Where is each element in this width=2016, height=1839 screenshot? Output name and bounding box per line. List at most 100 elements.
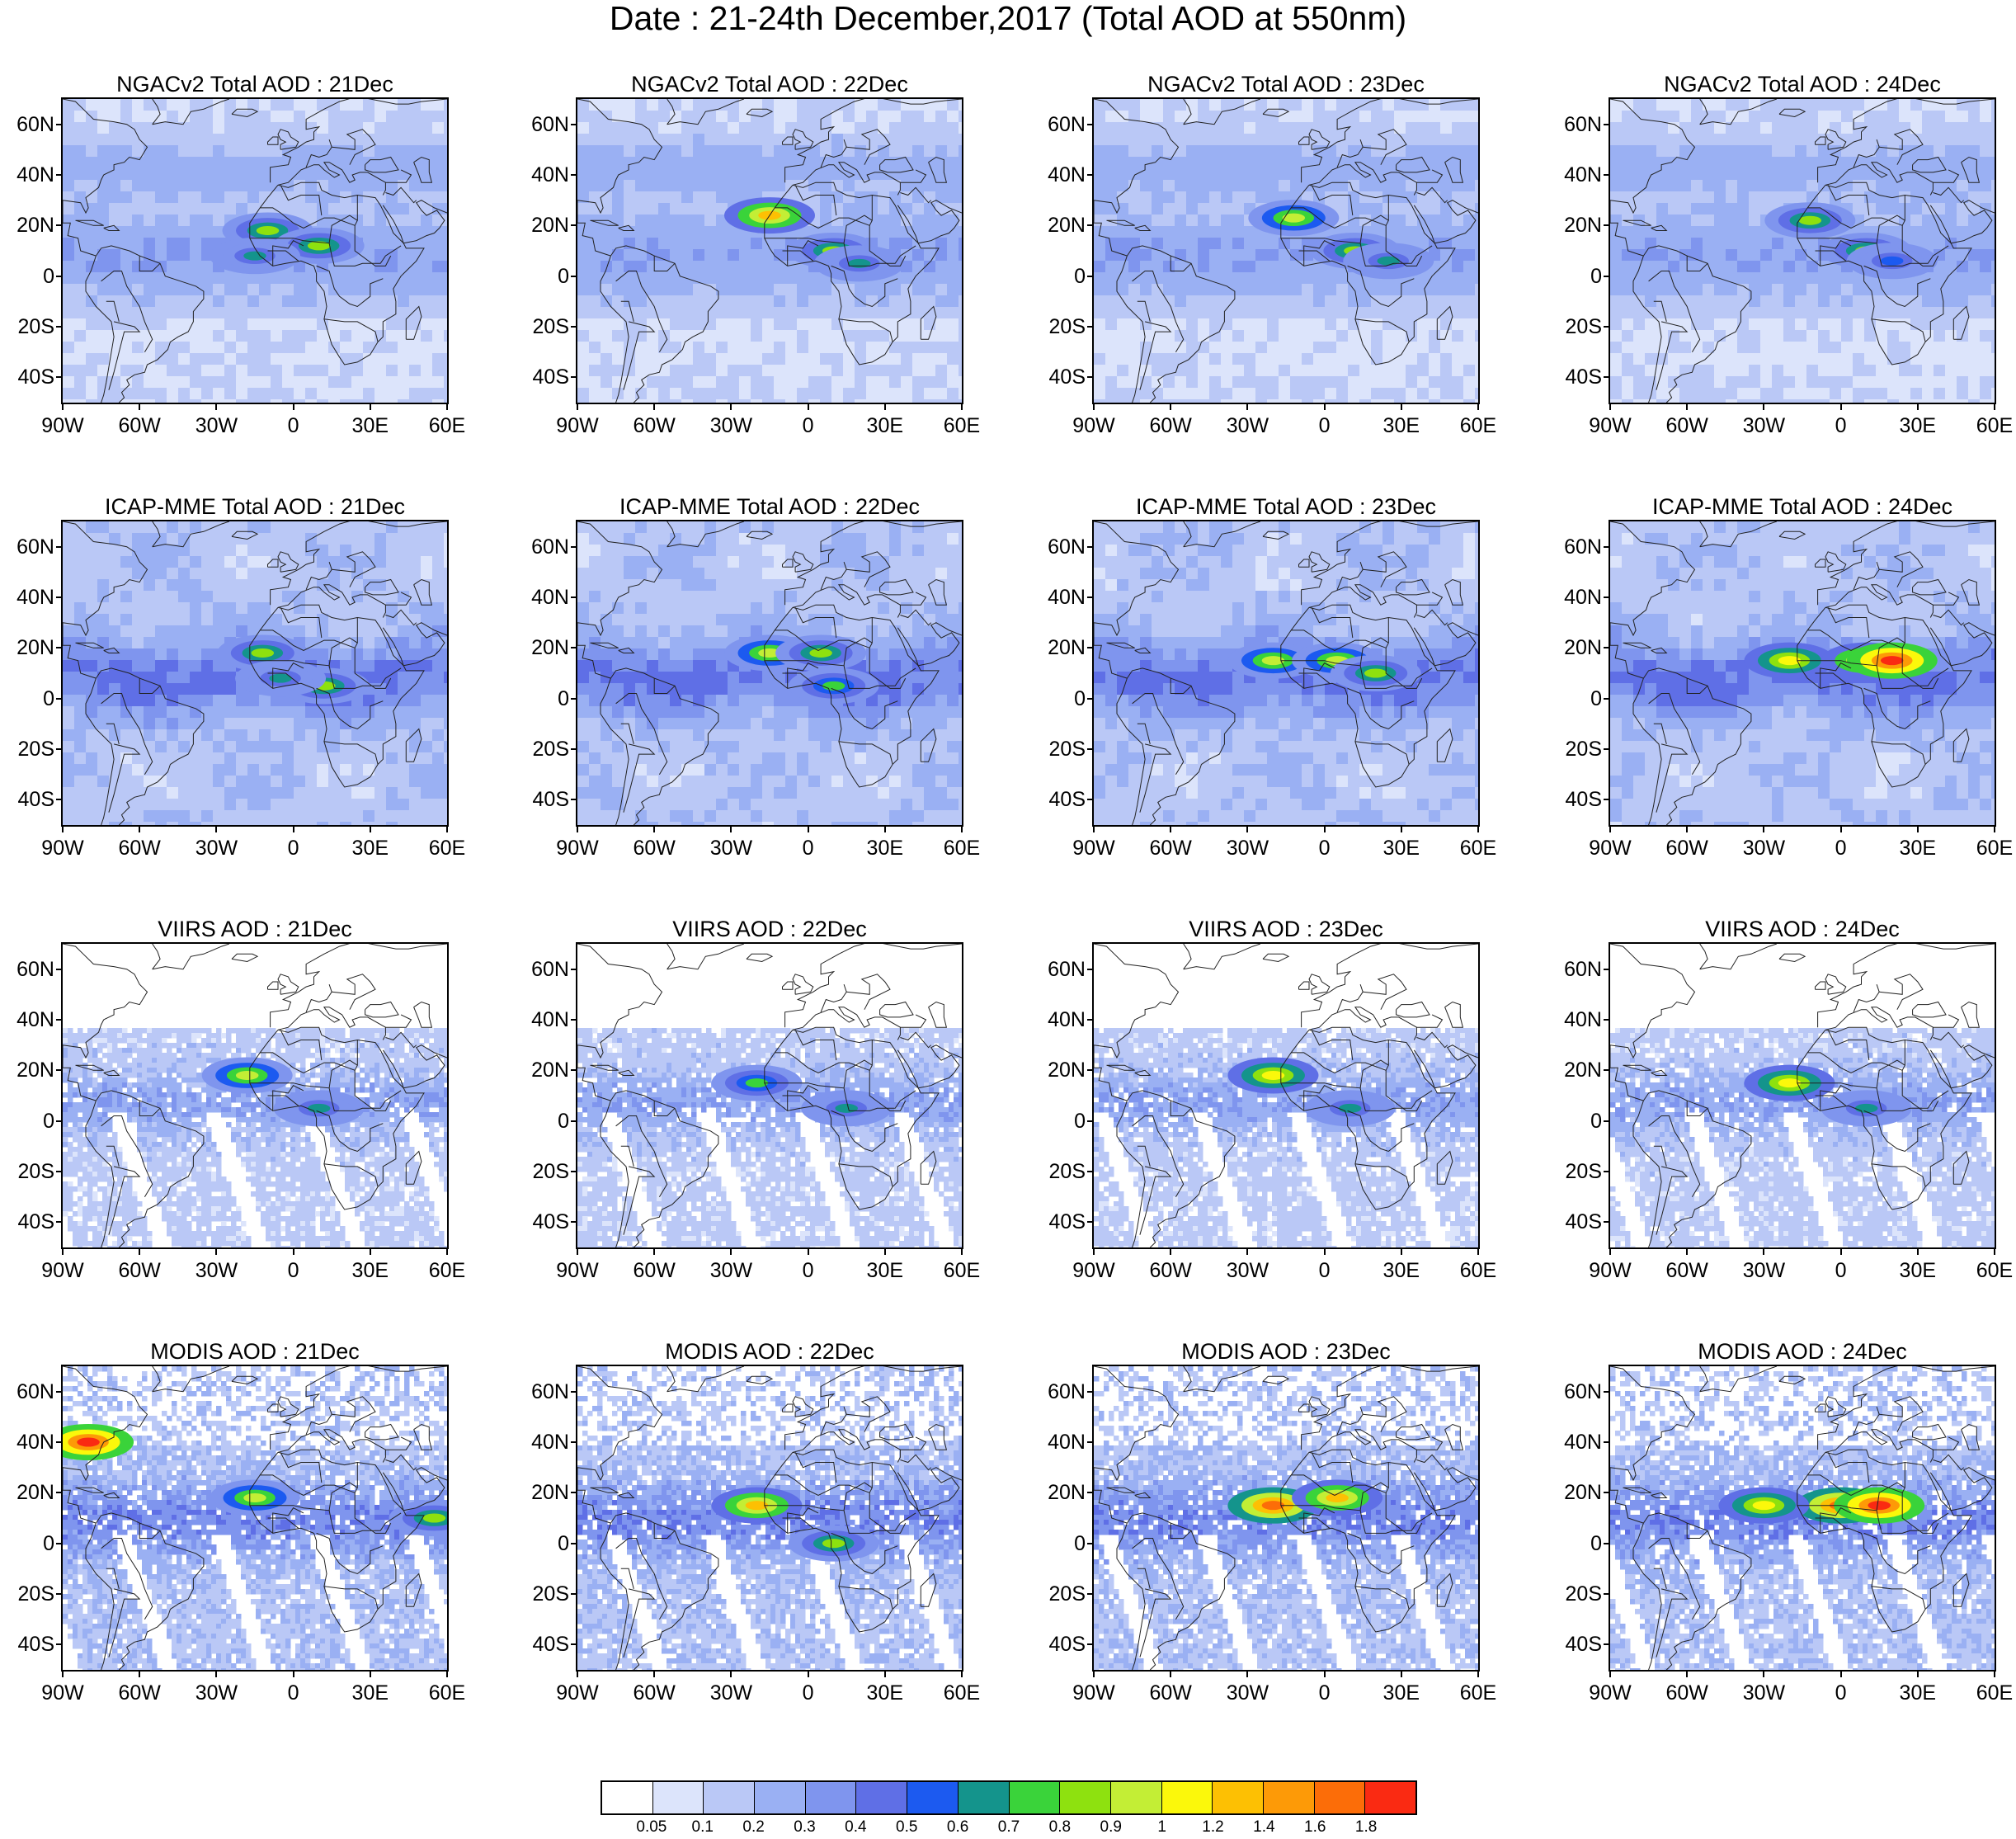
aod-field [1610,1366,1995,1670]
lat-tick [571,1120,576,1122]
lat-tick [56,1593,61,1595]
lon-tick [1994,1249,1995,1255]
panel-title: NGACv2 Total AOD : 21Dec [61,71,449,97]
colorbar-swatch [1314,1782,1366,1813]
lat-tick-label: 0 [1031,266,1086,287]
aod-hotspots [1718,1487,1925,1524]
lat-tick-label: 0 [1547,1533,1602,1554]
lon-tick-label: 60E [1962,1683,2016,1704]
lon-tick [62,1249,64,1255]
colorbar-label: 0.8 [1035,1818,1085,1837]
lat-tick-label: 40N [1547,165,1602,186]
lon-tick-label: 30W [1214,1261,1280,1281]
lat-tick-label: 40N [0,165,54,186]
lon-tick [1609,827,1611,832]
lat-tick [56,1390,61,1393]
map-plot [576,520,963,827]
lat-tick-label: 20S [1031,317,1086,337]
panel-title: NGACv2 Total AOD : 23Dec [1092,71,1480,97]
lat-tick-label: 60N [1547,114,1602,135]
lat-tick-label: 40S [1547,1634,1602,1655]
colorbar-boxes [601,1780,1417,1815]
aod-map [1094,99,1478,403]
aod-hotspot [758,648,781,658]
lat-tick [1604,1171,1609,1172]
lat-tick [56,1492,61,1494]
aod-field [1610,99,1995,403]
lat-tick [1087,275,1092,277]
lon-tick [292,404,294,410]
lon-tick-label: 30W [698,416,764,436]
lat-tick-label: 20S [1547,1584,1602,1605]
coastlines [1094,1366,1478,1670]
lon-tick-label: 90W [1061,1261,1127,1281]
lat-tick [571,1593,576,1595]
aod-field [577,521,962,825]
lat-tick [1604,275,1609,277]
aod-hotspots [63,1424,447,1536]
lat-tick [1087,799,1092,801]
lat-tick [571,376,576,379]
aod-hotspot [809,648,832,658]
aod-map [1094,1366,1478,1670]
lat-tick [571,123,576,125]
aod-map [63,1366,447,1670]
map-panel: MODIS AOD : 21Dec 60N 40N 20N 0 20S 40S 90W 60W 3… [0,1338,516,1755]
lon-tick-label: 60E [1962,838,2016,859]
map-panel: NGACv2 Total AOD : 22Dec 60N 40N 20N 0 20S 40S… [515,71,1030,488]
coastlines [1610,1366,1995,1670]
lon-tick [1477,1249,1479,1255]
figure-title: Date : 21-24th December,2017 (Total AOD … [0,0,2016,36]
lat-tick [1087,1593,1092,1595]
aod-map [63,521,447,825]
lat-tick [56,1019,61,1021]
aod-field [63,1366,447,1670]
map-panel: VIIRS AOD : 24Dec 60N 40N 20N 0 20S 40S 90W 60W 3… [1547,916,2016,1332]
lon-tick [1916,1672,1919,1677]
coastlines [1094,99,1478,403]
lon-tick-label: 90W [1061,838,1127,859]
lat-tick [571,1069,576,1072]
lat-tick [571,275,576,277]
lon-tick-label: 0 [261,838,327,859]
lat-tick-label: 40N [1547,1432,1602,1453]
lon-tick [730,404,732,410]
lat-tick [1087,1171,1092,1172]
lon-tick [215,1249,218,1255]
lon-tick [961,404,963,410]
lat-tick [571,1221,576,1224]
aod-hotspots [217,634,370,705]
map-plot [1609,97,1996,404]
coastlines [577,521,962,825]
lat-tick [56,545,61,548]
lon-tick [1686,827,1689,832]
lon-tick [215,827,218,832]
lat-tick-label: 40N [0,1432,54,1453]
lon-tick-label: 90W [1577,416,1643,436]
panel-title: VIIRS AOD : 21Dec [61,916,449,942]
lon-tick [883,404,886,410]
colorbar-swatch [1060,1782,1111,1813]
aod-hotspot [847,258,871,268]
lat-tick [56,1643,61,1646]
aod-map [63,944,447,1247]
lon-tick-label: 60W [1654,416,1720,436]
lat-tick-label: 0 [1547,1110,1602,1132]
lon-tick-label: 60W [1138,838,1203,859]
panel-title: MODIS AOD : 24Dec [1609,1338,1996,1365]
lat-tick-label: 40N [515,587,569,608]
colorbar-swatch [1213,1782,1264,1813]
lat-tick-label: 0 [0,688,54,710]
lat-tick [571,1542,576,1544]
lon-tick-label: 30W [698,1261,764,1281]
aod-hotspots [711,1064,893,1127]
aod-hotspot [1261,1070,1285,1080]
map-panel: ICAP-MME Total AOD : 21Dec 60N 40N 20N 0 20S 4… [0,493,516,910]
panel-title: MODIS AOD : 22Dec [576,1338,963,1365]
lon-tick [1609,404,1611,410]
aod-map [1094,521,1478,825]
lat-tick [1087,1441,1092,1443]
lon-tick [883,827,886,832]
lat-tick-label: 20N [515,1483,569,1503]
lat-tick-label: 20S [1031,739,1086,760]
